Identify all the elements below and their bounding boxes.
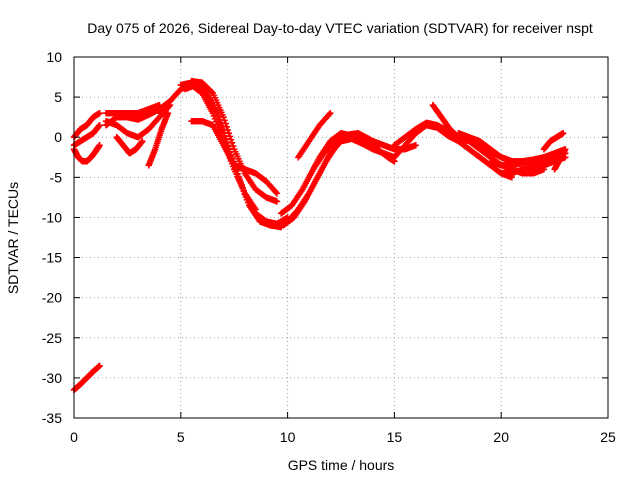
data-point	[96, 142, 103, 149]
y-tick-label: -30	[42, 370, 62, 386]
y-tick-label: 5	[54, 89, 62, 105]
data-point	[224, 126, 231, 134]
data-point	[559, 130, 567, 137]
x-tick-label: 15	[387, 429, 403, 445]
y-tick-label: -20	[42, 290, 62, 306]
series-track-22	[70, 362, 103, 394]
series-track-17	[540, 130, 567, 153]
data-point	[227, 136, 235, 143]
data-point	[273, 198, 281, 205]
y-tick-label: -35	[42, 410, 62, 426]
chart-title: Day 075 of 2026, Sidereal Day-to-day VTE…	[87, 20, 593, 36]
series-track-26	[145, 109, 172, 169]
data-point	[96, 109, 103, 117]
data-point	[165, 103, 173, 110]
data-point	[219, 126, 226, 133]
plot-frame	[73, 56, 609, 419]
data-point	[562, 146, 569, 153]
data-point	[229, 142, 237, 150]
series-track-20	[70, 121, 103, 149]
y-tick-label: -5	[50, 169, 63, 185]
axis-ticks: 0 5 10 15 20 25 10 5 0 -5 -10 -15 -20 -25 -30 -35	[42, 49, 616, 445]
x-tick-label: 20	[493, 429, 509, 445]
data-point	[221, 117, 228, 124]
x-tick-label: 10	[280, 429, 296, 445]
series-track-25	[113, 134, 146, 157]
data-point	[216, 116, 223, 123]
data-point	[226, 133, 234, 140]
series-track-12	[391, 121, 516, 181]
y-tick-label: -25	[42, 330, 62, 346]
data-layer	[70, 77, 569, 394]
data-point	[412, 142, 419, 149]
data-point	[223, 123, 230, 130]
series-track-18	[551, 146, 569, 173]
y-axis-label: SDTVAR / TECUs	[5, 182, 21, 294]
data-point	[272, 188, 280, 196]
data-point	[222, 120, 229, 127]
data-point	[252, 206, 259, 213]
x-tick-label: 5	[177, 429, 185, 445]
series-track-27	[102, 101, 163, 117]
series-track-9	[295, 109, 334, 161]
y-tick-label: -10	[42, 209, 62, 225]
data-point	[96, 362, 103, 370]
series-track-24	[102, 101, 174, 141]
y-tick-label: 10	[46, 49, 62, 65]
data-point	[156, 101, 163, 109]
x-axis-label: GPS time / hours	[288, 457, 395, 473]
data-point	[208, 88, 215, 96]
data-point	[327, 109, 334, 117]
data-point	[220, 113, 227, 121]
data-point	[225, 130, 233, 137]
data-point	[218, 122, 225, 130]
data-point	[166, 101, 174, 109]
data-point	[96, 121, 103, 129]
grid-lines	[74, 57, 608, 418]
x-tick-label: 0	[70, 429, 78, 445]
data-point	[326, 111, 333, 118]
data-point	[217, 119, 224, 126]
data-point	[228, 139, 236, 147]
data-point	[164, 109, 172, 117]
y-tick-label: 0	[54, 129, 62, 145]
data-point	[139, 138, 146, 145]
x-tick-label: 25	[600, 429, 616, 445]
y-tick-label: -15	[42, 250, 62, 266]
data-point	[273, 190, 281, 197]
